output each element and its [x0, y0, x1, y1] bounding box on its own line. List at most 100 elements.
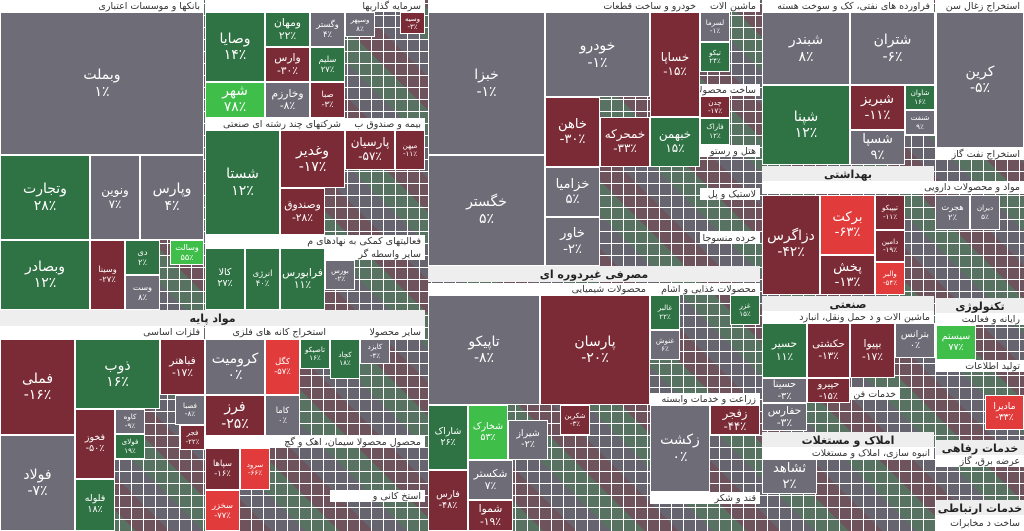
stock-tile: شاراک ۲۶٪: [428, 405, 468, 470]
stock-change: -۸٪: [184, 409, 196, 418]
sector-header: محصولات غذایی و اشام: [650, 283, 760, 295]
stock-name: شیراز: [516, 428, 540, 440]
stock-change: ۲۴٪: [709, 56, 721, 65]
stock-change: -۱۷٪: [171, 366, 194, 379]
stock-tile: دیران ۵٪: [970, 195, 1000, 230]
stock-tile: فجر -۲۲٪: [180, 425, 205, 450]
stock-tile: شتران -۶٪: [850, 12, 935, 85]
sector-header: هتل و رستو: [700, 145, 760, 157]
stock-change: -۱۵٪: [819, 390, 838, 402]
stock-tile: تاپیکو -۸٪: [428, 295, 540, 405]
stock-change: ۲۸٪: [33, 197, 57, 214]
stock-change: -۳٪: [321, 99, 334, 109]
stock-change: -۱۱٪: [402, 149, 418, 158]
stock-tile: کرومیت ۰٪: [205, 339, 265, 395]
stock-change: -۲۵٪: [221, 415, 249, 432]
stock-change: ۰٪: [278, 414, 287, 425]
stock-change: -۴۲٪: [777, 244, 805, 260]
stock-tile: شخارک ۵۳٪: [468, 405, 508, 460]
stock-name: کرومیت: [211, 350, 259, 367]
stock-tile: انرژی ۴۰٪: [245, 248, 280, 310]
stock-name: شپنا: [793, 108, 819, 125]
stock-name: سپاها: [213, 458, 232, 469]
stock-tile: خاهن -۳۰٪: [545, 97, 600, 167]
stock-name: دیران: [976, 203, 994, 213]
stock-change: -۵٪: [969, 80, 991, 96]
stock-change: ۵۳٪: [480, 431, 496, 443]
stock-name: خساپا: [660, 49, 690, 64]
stock-tile: سخزر -۷۷٪: [205, 490, 240, 531]
stock-change: ۶٪: [661, 344, 669, 353]
stock-change: -۲۷٪: [99, 274, 116, 284]
stock-change: -۱۱٪: [882, 211, 898, 221]
sector-header: سایر واسطه گر: [325, 248, 425, 260]
stock-tile: میهن -۱۱٪: [395, 130, 425, 170]
stock-change: ۱۱٪: [293, 278, 312, 291]
sector-header: شرکتهای چند رشته ای صنعتی: [205, 118, 345, 130]
stock-tile: خگستر ۵٪: [428, 155, 545, 266]
stock-name: شکربن: [564, 410, 586, 420]
stock-name: خمحرکه: [604, 127, 646, 142]
stock-name: شتران: [873, 32, 912, 49]
stock-change: -۳۳٪: [995, 411, 1014, 423]
stock-tile: کرین -۵٪: [936, 12, 1024, 148]
stock-tile: بورس -۲٪: [325, 260, 355, 290]
stock-name: حسیر: [771, 337, 798, 351]
sector-header: فلزات اساسی: [0, 326, 204, 339]
stock-name: خاهن: [558, 116, 587, 132]
stock-tile: فملی -۱۶٪: [0, 339, 75, 435]
stock-name: هجرت: [941, 201, 964, 212]
stock-name: سخزر: [212, 499, 233, 510]
stock-change: -۱۷٪: [298, 159, 327, 175]
stock-name: وسالت: [175, 242, 199, 253]
stock-name: فلوله: [84, 493, 106, 505]
stock-change: -۲٪: [521, 439, 535, 450]
stock-name: خبهمن: [658, 127, 692, 142]
stock-tile: کالا ۲۷٪: [205, 248, 245, 310]
stock-tile: وست ۸٪: [125, 275, 160, 310]
stock-change: ۱۶٪: [914, 96, 926, 106]
stock-name: دی: [137, 246, 148, 257]
sector-header: املاک و مستغلات: [762, 432, 934, 447]
stock-name: کرین: [965, 63, 995, 80]
stock-name: کگل: [275, 356, 290, 367]
sector-header: خدمات رفاهی: [936, 440, 1024, 455]
stock-name: غالبر: [657, 303, 673, 313]
stock-tile: چدن -۱۷٪: [700, 96, 730, 118]
stock-name: شموا: [478, 502, 503, 516]
stock-tile: صبا -۳٪: [310, 82, 345, 118]
sector-header: ساخت محصولا: [700, 84, 760, 96]
stock-name: فارس: [436, 488, 460, 500]
stock-name: سلیم: [318, 53, 337, 64]
stock-change: ۷٪: [108, 196, 122, 211]
stock-tile: فرابورس ۱۱٪: [280, 248, 325, 310]
stock-name: وسینا: [98, 264, 117, 275]
stock-tile: خساپا -۱۵٪: [650, 12, 700, 117]
stock-name: شسپا: [862, 132, 893, 148]
sector-header: ماشین الات: [700, 0, 760, 12]
stock-tile: شبندر ۸٪: [762, 12, 850, 85]
stock-name: تیکو: [709, 47, 721, 57]
stock-name: میهن: [402, 140, 418, 150]
stock-change: ۱۲٪: [794, 125, 818, 141]
stock-name: وخارزم: [271, 86, 304, 100]
stock-change: -۱٪: [476, 83, 497, 100]
stock-change: -۵۰٪: [85, 443, 105, 454]
stock-tile: وصندوق -۲۸٪: [280, 188, 325, 235]
stock-tile: دی ۲٪: [125, 240, 160, 275]
stock-change: -۱۹٪: [479, 514, 502, 528]
stock-name: ونوین: [101, 182, 129, 197]
stock-name: وبصادر: [24, 258, 66, 275]
stock-tile: وخارزم -۸٪: [265, 82, 310, 118]
stock-name: پارسان: [574, 333, 616, 350]
stock-name: شخارک: [472, 420, 504, 432]
stock-tile: کاوه -۹٪: [115, 409, 145, 434]
sector-header: استخراج کانه های فلزی: [205, 326, 330, 339]
stock-name: شاوان: [910, 88, 930, 98]
stock-name: خبزا: [474, 67, 499, 84]
stock-tile: شستا ۱۲٪: [205, 130, 280, 235]
stock-name: لسرما: [705, 17, 725, 27]
stock-name: پخش: [833, 259, 862, 275]
stock-name: کاوه: [123, 412, 137, 422]
stock-change: ۱۲٪: [709, 130, 721, 140]
